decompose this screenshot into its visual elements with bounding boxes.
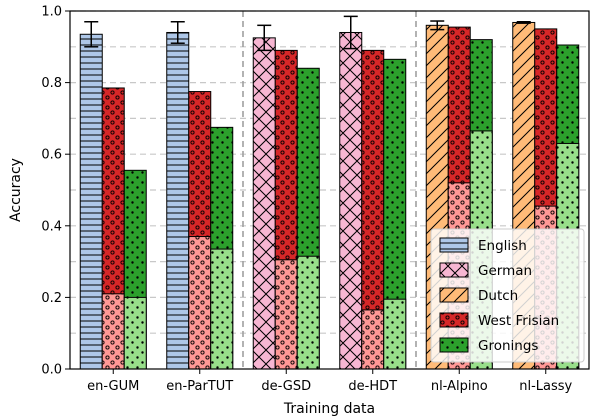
y-tick-label: 0.2 [41,291,62,306]
bar-gronings-inner-de-GSD-hatch [296,255,320,370]
legend-entry: German [478,263,532,279]
legend-box [430,228,585,363]
bar-west-frisian-inner-en-ParTUT-hatch [188,236,212,370]
y-axis-label: Accuracy [8,158,24,222]
bar-source-en-ParTUT-hatch [166,31,190,370]
y-tick-label: 1.0 [41,5,62,20]
y-tick-label: 0.0 [41,363,62,378]
y-tick-label: 0.4 [41,219,62,234]
bar-gronings-inner-de-HDT-hatch [383,298,407,370]
error-bars [84,15,531,52]
x-axis-label: Training data [283,401,375,417]
bar-west-frisian-inner-en-GUM-hatch [101,293,125,370]
legend-swatch-hatch [439,237,469,253]
y-tick-label: 0.8 [41,76,62,91]
x-tick-label: de-GSD [261,379,311,394]
legend-entry: West Frisian [478,313,559,329]
bar-west-frisian-inner-de-HDT-hatch [361,309,385,370]
bar-source-de-HDT-hatch [339,31,363,370]
x-tick-label: en-ParTUT [166,379,233,394]
plot-frame [69,10,590,370]
x-tick-label: nl-Lassy [519,379,572,394]
x-tick-label: de-HDT [348,379,397,394]
legend-entry: Dutch [478,288,518,304]
x-tick-label: nl-Alpino [431,379,488,394]
bar-gronings-inner-en-GUM-hatch [123,296,147,370]
bar-gronings-inner-en-ParTUT-hatch [210,248,234,370]
x-tick-label: en-GUM [87,379,139,394]
bar-west-frisian-inner-de-GSD-hatch [274,259,298,370]
bar-source-en-GUM-hatch [79,33,103,370]
legend-swatch-hatch [439,287,469,303]
legend-swatch-hatch [439,262,469,278]
legend: English German Dutch West Frisian Gronings [430,228,585,363]
legend-entry: Gronings [478,338,538,354]
y-tick-label: 0.6 [41,148,62,163]
legend-swatch-hatch [439,337,469,353]
axes: 0.0 0.2 0.4 0.6 0.8 1.0 en-GUM en-ParTUT de-GSD d… [41,5,572,395]
bar-source-de-GSD-hatch [252,37,276,370]
legend-entry: English [478,238,527,254]
legend-swatch-hatch [439,312,469,328]
